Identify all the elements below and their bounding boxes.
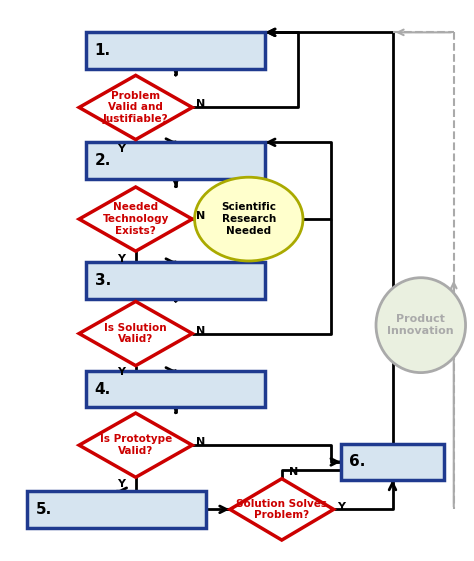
Text: Y: Y	[118, 254, 126, 264]
Text: Problem
Valid and
Justifiable?: Problem Valid and Justifiable?	[103, 91, 168, 124]
Polygon shape	[79, 413, 192, 477]
Text: 4.: 4.	[95, 382, 111, 397]
Text: N: N	[196, 326, 205, 335]
Text: 6.: 6.	[349, 454, 365, 470]
FancyBboxPatch shape	[86, 142, 265, 178]
FancyBboxPatch shape	[86, 33, 265, 68]
Text: Needed
Technology
Exists?: Needed Technology Exists?	[102, 203, 169, 236]
FancyBboxPatch shape	[341, 444, 444, 480]
Text: Y: Y	[118, 479, 126, 489]
Ellipse shape	[376, 278, 465, 373]
Text: 2.: 2.	[95, 153, 111, 168]
FancyBboxPatch shape	[86, 371, 265, 407]
Ellipse shape	[195, 177, 303, 261]
Polygon shape	[79, 187, 192, 251]
Text: Is Solution
Valid?: Is Solution Valid?	[104, 323, 167, 344]
Text: N: N	[289, 467, 298, 477]
Text: Y: Y	[118, 367, 126, 377]
Text: N: N	[196, 99, 205, 109]
Text: Y: Y	[337, 502, 345, 512]
Text: 1.: 1.	[95, 43, 111, 58]
Text: N: N	[196, 438, 205, 447]
Text: Product
Innovation: Product Innovation	[387, 314, 454, 336]
Text: 5.: 5.	[36, 502, 52, 517]
Polygon shape	[230, 479, 334, 540]
Text: Y: Y	[118, 144, 126, 154]
Text: Is Prototype
Valid?: Is Prototype Valid?	[100, 434, 172, 456]
Polygon shape	[79, 75, 192, 140]
FancyBboxPatch shape	[86, 263, 265, 298]
FancyBboxPatch shape	[27, 491, 206, 527]
Text: Scientific
Research
Needed: Scientific Research Needed	[221, 203, 276, 236]
Text: N: N	[196, 211, 205, 220]
Text: Solution Solves
Problem?: Solution Solves Problem?	[236, 499, 327, 520]
Polygon shape	[79, 301, 192, 366]
Text: 3.: 3.	[95, 273, 111, 288]
